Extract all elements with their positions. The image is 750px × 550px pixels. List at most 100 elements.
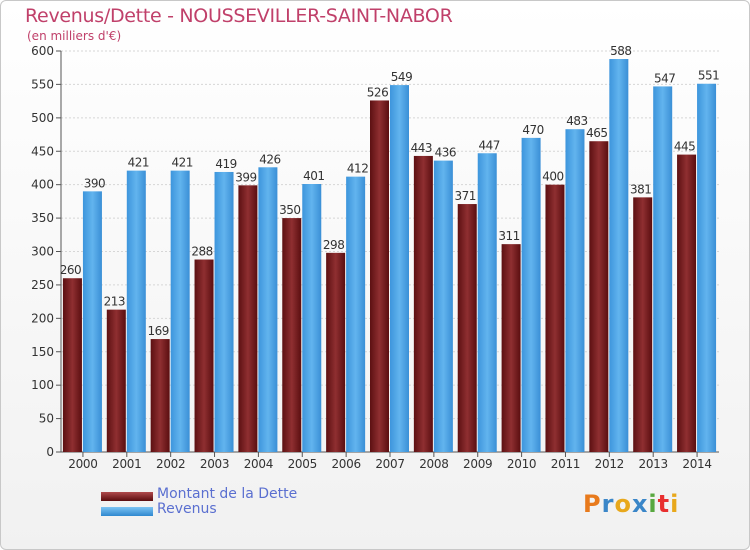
data-label-dette: 443 bbox=[411, 141, 432, 155]
bar-revenus bbox=[170, 170, 190, 453]
bar-dette bbox=[326, 252, 346, 452]
y-tick-label: 200 bbox=[31, 311, 54, 325]
logo-letter: t bbox=[657, 490, 671, 518]
x-tick-label: 2011 bbox=[551, 457, 580, 471]
bar-dette bbox=[633, 197, 653, 452]
y-tick-label: 150 bbox=[31, 345, 54, 359]
logo-letter: r bbox=[601, 490, 615, 518]
y-tick-label: 450 bbox=[31, 144, 54, 158]
y-tick-label: 50 bbox=[39, 412, 54, 426]
x-tick-label: 2003 bbox=[200, 457, 229, 471]
data-label-revenus: 401 bbox=[303, 169, 324, 183]
y-tick-label: 400 bbox=[31, 178, 54, 192]
bar-revenus bbox=[433, 160, 453, 452]
x-tick-label: 2012 bbox=[595, 457, 624, 471]
legend-swatch-revenus bbox=[101, 507, 153, 516]
bar-revenus bbox=[258, 167, 278, 453]
chart-subtitle: (en milliers d'€) bbox=[27, 29, 122, 43]
bar-revenus bbox=[390, 85, 409, 453]
legend-label-dette: Montant de la Dette bbox=[157, 486, 298, 502]
bar-revenus bbox=[565, 129, 585, 452]
x-tick-label: 2010 bbox=[507, 457, 536, 471]
y-tick-label: 550 bbox=[31, 77, 54, 91]
data-label-dette: 399 bbox=[235, 170, 256, 184]
logo-letter: x bbox=[631, 490, 649, 518]
x-tick-label: 2000 bbox=[68, 457, 97, 471]
data-label-revenus: 426 bbox=[259, 152, 280, 166]
bar-revenus bbox=[126, 170, 146, 453]
x-tick-label: 2001 bbox=[112, 457, 141, 471]
data-label-dette: 400 bbox=[542, 170, 563, 184]
bar-revenus bbox=[609, 59, 629, 453]
bar-dette bbox=[457, 204, 477, 452]
data-label-revenus: 549 bbox=[391, 70, 412, 84]
data-label-revenus: 447 bbox=[479, 138, 500, 152]
y-tick-label: 300 bbox=[31, 245, 54, 259]
x-tick-label: 2005 bbox=[288, 457, 317, 471]
data-label-dette: 288 bbox=[191, 245, 212, 259]
data-label-dette: 350 bbox=[279, 203, 300, 217]
bar-revenus bbox=[302, 183, 322, 452]
bar-dette bbox=[545, 184, 565, 452]
bar-revenus bbox=[653, 86, 673, 453]
legend-label-revenus: Revenus bbox=[157, 501, 217, 517]
bar-dette bbox=[282, 218, 302, 452]
bar-revenus bbox=[697, 83, 717, 452]
logo-letter: P bbox=[583, 490, 602, 518]
bar-revenus bbox=[82, 191, 102, 452]
data-label-revenus: 551 bbox=[698, 69, 719, 83]
data-label-dette: 169 bbox=[147, 324, 168, 338]
data-label-revenus: 421 bbox=[171, 156, 192, 170]
data-label-revenus: 483 bbox=[566, 114, 587, 128]
data-label-revenus: 421 bbox=[128, 156, 149, 170]
x-tick-label: 2004 bbox=[244, 457, 273, 471]
data-label-revenus: 470 bbox=[522, 123, 543, 137]
chart-title: Revenus/Dette - NOUSSEVILLER-SAINT-NABOR bbox=[25, 5, 453, 27]
data-label-dette: 298 bbox=[323, 238, 344, 252]
data-label-dette: 445 bbox=[674, 140, 695, 154]
y-tick-label: 350 bbox=[31, 211, 54, 225]
data-label-dette: 311 bbox=[498, 229, 519, 243]
y-tick-label: 250 bbox=[31, 278, 54, 292]
legend-swatch-dette bbox=[101, 492, 153, 501]
bar-revenus bbox=[346, 176, 366, 452]
bar-dette bbox=[501, 244, 521, 452]
x-tick-label: 2014 bbox=[682, 457, 711, 471]
data-label-revenus: 547 bbox=[654, 71, 675, 85]
logo-letter: i bbox=[648, 490, 658, 518]
bar-dette bbox=[677, 154, 697, 452]
y-tick-label: 600 bbox=[31, 44, 54, 58]
x-tick-label: 2007 bbox=[375, 457, 404, 471]
data-label-dette: 371 bbox=[455, 189, 476, 203]
bar-dette bbox=[150, 339, 170, 452]
x-tick-label: 2006 bbox=[331, 457, 360, 471]
data-label-dette: 526 bbox=[367, 85, 388, 99]
bar-revenus bbox=[521, 137, 541, 452]
data-label-revenus: 419 bbox=[215, 157, 236, 171]
bar-dette bbox=[370, 100, 389, 452]
logo-letter: i bbox=[670, 490, 680, 518]
x-tick-label: 2009 bbox=[463, 457, 492, 471]
bar-dette bbox=[413, 155, 433, 452]
y-tick-label: 500 bbox=[31, 111, 54, 125]
x-tick-label: 2002 bbox=[156, 457, 185, 471]
data-label-revenus: 436 bbox=[435, 146, 456, 160]
data-label-dette: 465 bbox=[586, 126, 607, 140]
bar-revenus bbox=[214, 171, 234, 453]
data-label-dette: 260 bbox=[60, 263, 81, 277]
x-tick-label: 2013 bbox=[639, 457, 668, 471]
data-label-revenus: 412 bbox=[347, 162, 368, 176]
data-label-revenus: 390 bbox=[84, 176, 105, 190]
y-tick-label: 0 bbox=[46, 445, 54, 459]
data-label-dette: 381 bbox=[630, 182, 651, 196]
bar-dette bbox=[194, 259, 214, 452]
y-tick-label: 100 bbox=[31, 378, 54, 392]
bar-dette bbox=[589, 141, 609, 452]
logo-letter: o bbox=[614, 490, 632, 518]
bar-dette bbox=[62, 278, 82, 452]
data-label-dette: 213 bbox=[104, 295, 125, 309]
bar-dette bbox=[238, 185, 258, 452]
x-tick-label: 2008 bbox=[419, 457, 448, 471]
